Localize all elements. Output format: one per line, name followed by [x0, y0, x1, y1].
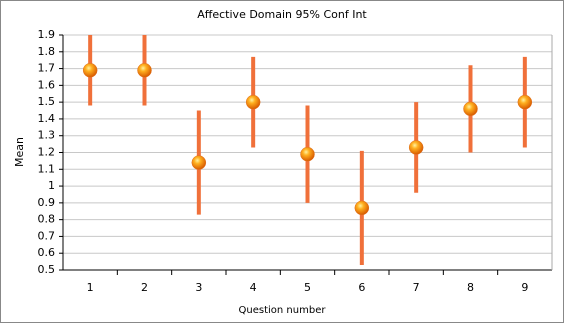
- y-tick-label: 1: [48, 179, 55, 192]
- x-tick-label: 2: [141, 281, 148, 294]
- y-tick-label: 1.2: [38, 146, 56, 159]
- y-tick-label: 1.4: [38, 112, 56, 125]
- x-tick-label: 6: [358, 281, 365, 294]
- mean-marker: [300, 146, 315, 162]
- x-tick-label: 9: [521, 281, 528, 294]
- y-axis-label: Mean: [13, 137, 26, 167]
- y-tick-label: 0.9: [38, 196, 56, 209]
- y-tick-label: 0.8: [38, 213, 56, 226]
- mean-marker: [517, 94, 533, 110]
- y-tick-label: 0.7: [38, 229, 56, 242]
- chart-title: Affective Domain 95% Conf Int: [197, 8, 367, 21]
- y-tick-label: 1.8: [38, 45, 56, 58]
- y-tick-label: 1.1: [38, 162, 56, 175]
- y-tick-label: 1.9: [38, 28, 56, 41]
- x-tick-label: 8: [467, 281, 474, 294]
- y-tick-label: 0.6: [38, 246, 56, 259]
- x-tick-label: 7: [413, 281, 420, 294]
- x-tick-label: 5: [304, 281, 311, 294]
- mean-marker: [191, 155, 207, 170]
- y-tick-label: 1.6: [38, 78, 56, 91]
- x-axis-label: Question number: [239, 305, 327, 316]
- mean-marker: [354, 200, 370, 216]
- x-tick-label: 3: [195, 281, 202, 294]
- y-tick-label: 1.7: [38, 62, 56, 75]
- x-tick-label: 4: [250, 281, 257, 294]
- y-tick-label: 0.5: [38, 263, 56, 276]
- mean-marker: [245, 94, 261, 110]
- mean-marker: [463, 101, 478, 117]
- x-tick-label: 1: [87, 281, 94, 294]
- mean-marker: [82, 63, 98, 78]
- y-tick-label: 1.5: [38, 95, 56, 108]
- y-tick-label: 1.3: [38, 129, 56, 142]
- mean-marker: [408, 140, 424, 155]
- mean-marker: [137, 63, 152, 78]
